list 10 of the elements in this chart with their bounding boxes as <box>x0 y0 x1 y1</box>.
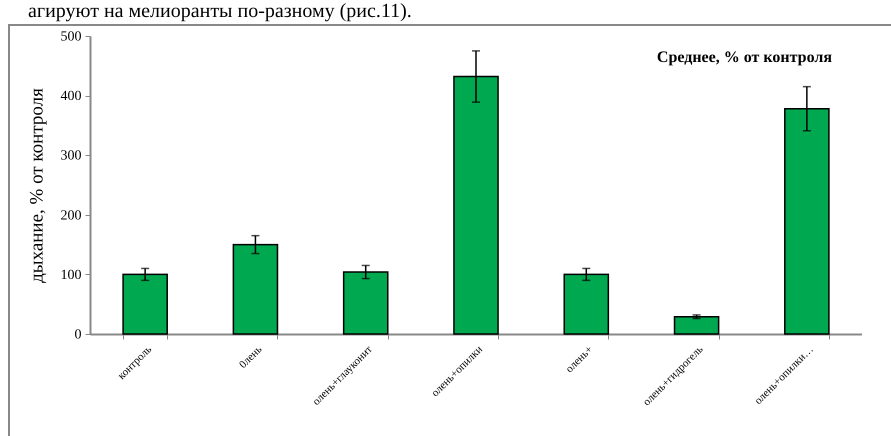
y-tick-label: 0 <box>74 328 82 342</box>
y-tick-label: 400 <box>60 89 82 104</box>
y-tick-label: 200 <box>60 208 82 224</box>
bar <box>674 316 720 335</box>
y-tick-label: 300 <box>60 148 82 164</box>
text: Среднее, % от контроля <box>656 49 832 66</box>
y-axis-title: дыхание, % от контроля <box>26 88 48 283</box>
y-tick-label: 500 <box>60 30 82 44</box>
y-tick-label: 100 <box>60 268 82 283</box>
text: агируют на мелиоранты по-разному (рис.11). <box>28 0 412 22</box>
